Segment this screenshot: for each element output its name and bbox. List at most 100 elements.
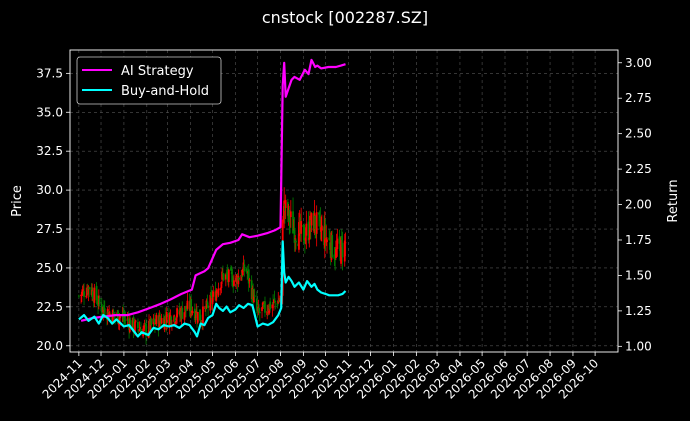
candle-body (318, 212, 321, 218)
candle-body (127, 318, 130, 322)
candle-body (324, 224, 327, 240)
candle-body (238, 277, 241, 280)
candle-body (276, 302, 279, 306)
candle-body (117, 321, 120, 325)
candle-body (258, 308, 260, 312)
candle-body (308, 237, 311, 240)
candle-body (145, 323, 147, 337)
candle-body (134, 321, 136, 333)
candle-body (269, 301, 272, 310)
candle-body (241, 268, 244, 276)
candle-body (288, 209, 291, 223)
candle-body (274, 301, 277, 302)
candle-body (132, 317, 135, 332)
candle-body (174, 321, 177, 324)
candle-body (160, 318, 163, 324)
candle-body (304, 237, 307, 241)
candle-body (334, 248, 337, 258)
candle-body (233, 280, 235, 286)
candle-body (319, 219, 322, 230)
candle-body (261, 307, 263, 311)
candle-body (343, 240, 346, 262)
legend-label-buy-and-hold: Buy-and-Hold (121, 84, 209, 99)
chart-title: cnstock [002287.SZ] (262, 8, 428, 27)
candle-body (338, 236, 341, 244)
y-tick-label-right: 1.00 (625, 339, 652, 353)
candle-body (191, 311, 194, 314)
candle-body (335, 247, 338, 252)
candle-body (230, 271, 233, 275)
candle-body (292, 211, 294, 234)
candle-body (284, 199, 287, 209)
candle-body (303, 240, 306, 244)
candle-body (314, 215, 317, 229)
candle-body (186, 300, 189, 309)
candle-body (222, 273, 225, 281)
candle-body (124, 319, 127, 321)
candle-body (204, 305, 207, 310)
candle-body (206, 301, 209, 305)
candle-body (103, 308, 106, 317)
y-tick-label-left: 37.5 (36, 66, 63, 80)
candle-body (129, 320, 132, 329)
candle-body (209, 294, 212, 311)
candle-body (142, 325, 145, 329)
candle-body (235, 275, 238, 283)
candle-body (226, 272, 229, 277)
candle-body (77, 295, 80, 297)
y-tick-label-right: 1.75 (625, 233, 652, 247)
candle-body (293, 227, 296, 243)
candle-body (190, 299, 193, 314)
candle-body (82, 289, 85, 292)
candle-body (336, 238, 339, 250)
candle-body (168, 314, 171, 327)
candle-body (278, 299, 281, 301)
y-tick-label-left: 20.0 (36, 339, 63, 353)
candle-body (169, 315, 172, 317)
candle-body (185, 309, 188, 311)
y-tick-label-right: 2.75 (625, 91, 652, 105)
candle-body (344, 242, 347, 244)
candle-body (272, 299, 275, 304)
candle-body (87, 286, 90, 295)
candle-body (196, 311, 199, 323)
y-tick-label-right: 3.00 (625, 56, 652, 70)
candle-body (165, 322, 167, 324)
candlesticks (77, 187, 347, 345)
candle-body (320, 225, 323, 231)
candle-body (108, 313, 111, 315)
buy-and-hold-line (78, 240, 347, 338)
candle-body (310, 213, 313, 226)
candle-body (253, 295, 256, 297)
candle-body (85, 295, 88, 298)
candle-body (80, 294, 82, 297)
y-tick-label-left: 30.0 (36, 183, 63, 197)
candle-body (118, 317, 121, 323)
candle-body (211, 298, 214, 304)
candle-body (255, 298, 258, 311)
candle-body (123, 315, 126, 318)
candle-body (219, 288, 222, 291)
candle-body (88, 287, 91, 290)
candle-body (305, 223, 308, 236)
plot-frame (69, 49, 619, 353)
candle-body (185, 305, 187, 311)
candle-body (340, 236, 343, 241)
candle-body (294, 238, 297, 240)
candle-body (154, 319, 156, 325)
legend-box (76, 56, 222, 105)
y-tick-label-left: 25.0 (36, 261, 63, 275)
candle-body (231, 275, 234, 287)
y-axis-label-right: Return (666, 179, 681, 222)
candle-body (137, 321, 139, 329)
candle-body (193, 308, 196, 321)
y-tick-label-right: 2.00 (625, 198, 652, 212)
candle-body (138, 329, 141, 331)
candle-body (183, 312, 186, 320)
candle-body (170, 316, 173, 325)
candle-body (137, 330, 140, 332)
candle-body (328, 237, 331, 240)
candle-body (216, 291, 218, 293)
candle-body (98, 298, 101, 304)
candle-body (163, 316, 166, 330)
